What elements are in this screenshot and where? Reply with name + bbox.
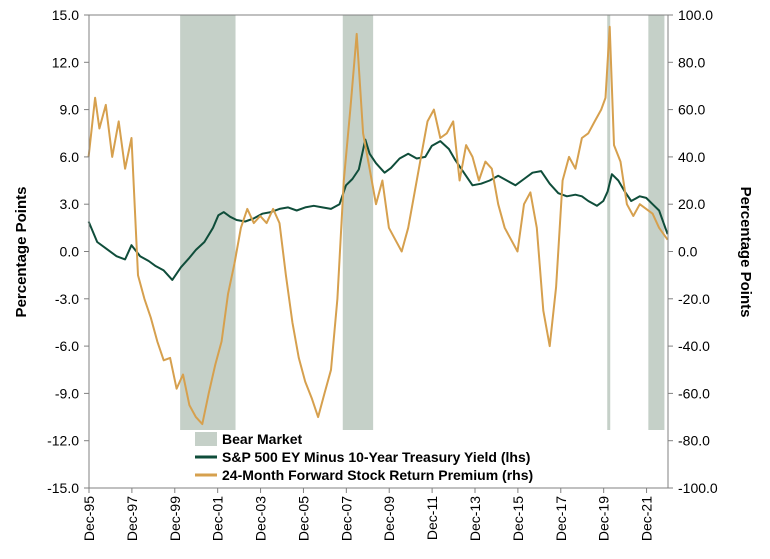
right-tick-label: -40.0 — [678, 338, 710, 354]
series-lines — [87, 25, 669, 426]
right-axis-title: Percentage Points — [737, 187, 754, 318]
x-tick-label: Dec-05 — [295, 496, 311, 541]
x-tick-label: Dec-15 — [510, 496, 526, 541]
left-tick-label: 0.0 — [60, 244, 80, 260]
left-axis: 15.0 12.0 9.0 6.0 3.0 0.0 -3.0 -6.0 -9.0 -12.0 -15… — [47, 7, 89, 496]
right-tick-label: 0.0 — [678, 244, 698, 260]
bear-market-band — [607, 15, 611, 430]
right-tick-label: -60.0 — [678, 385, 710, 401]
x-tick-label: Dec-97 — [124, 496, 140, 541]
legend-label-series-2: 24-Month Forward Stock Return Premium (r… — [222, 467, 533, 483]
x-tick-label: Dec-01 — [210, 496, 226, 541]
left-tick-label: -15.0 — [47, 480, 79, 496]
right-tick-label: -100.0 — [678, 480, 718, 496]
x-tick-label: Dec-07 — [338, 496, 354, 541]
right-tick-label: 80.0 — [678, 54, 705, 70]
right-tick-label: 60.0 — [678, 102, 705, 118]
x-tick-label: Dec-99 — [167, 496, 183, 541]
legend-label-series-1: S&P 500 EY Minus 10-Year Treasury Yield … — [222, 449, 530, 465]
plot-frame — [88, 14, 669, 489]
x-tick-label: Dec-17 — [553, 496, 569, 541]
x-tick-label: Dec-03 — [253, 496, 269, 541]
x-tick-label: Dec-13 — [467, 496, 483, 541]
left-tick-label: 3.0 — [60, 196, 80, 212]
legend-label-bear-market: Bear Market — [222, 431, 302, 447]
left-tick-label: 12.0 — [52, 54, 79, 70]
right-tick-label: 20.0 — [678, 196, 705, 212]
series-line-2 — [87, 25, 669, 426]
legend-swatch-bear-market — [195, 432, 217, 446]
left-axis-title: Percentage Points — [13, 187, 30, 318]
right-tick-label: 100.0 — [678, 7, 713, 23]
x-tick-label: Dec-11 — [424, 496, 440, 540]
series-line-1 — [87, 138, 669, 281]
x-tick-label: Dec-21 — [639, 496, 655, 541]
x-tick-label: Dec-95 — [81, 496, 97, 541]
left-tick-label: 6.0 — [60, 149, 80, 165]
bear-market-shading — [180, 15, 665, 430]
left-tick-label: -6.0 — [55, 338, 79, 354]
bear-market-band — [180, 15, 236, 430]
left-tick-label: 9.0 — [60, 102, 80, 118]
left-tick-label: -3.0 — [55, 291, 79, 307]
left-tick-label: -9.0 — [55, 385, 79, 401]
right-tick-label: -80.0 — [678, 433, 710, 449]
left-tick-label: 15.0 — [52, 7, 79, 23]
x-axis: Dec-95 Dec-97 Dec-99 Dec-01 Dec-03 Dec-05 Dec-… — [81, 488, 655, 541]
legend: Bear Market S&P 500 EY Minus 10-Year Tre… — [195, 431, 533, 483]
bear-market-band — [342, 15, 374, 430]
right-axis: 100.0 80.0 60.0 40.0 20.0 0.0 -20.0 -40.0 -60.0 -… — [668, 7, 718, 496]
x-tick-label: Dec-09 — [381, 496, 397, 541]
x-tick-label: Dec-19 — [596, 496, 612, 541]
left-tick-label: -12.0 — [47, 433, 79, 449]
right-tick-label: 40.0 — [678, 149, 705, 165]
right-tick-label: -20.0 — [678, 291, 710, 307]
